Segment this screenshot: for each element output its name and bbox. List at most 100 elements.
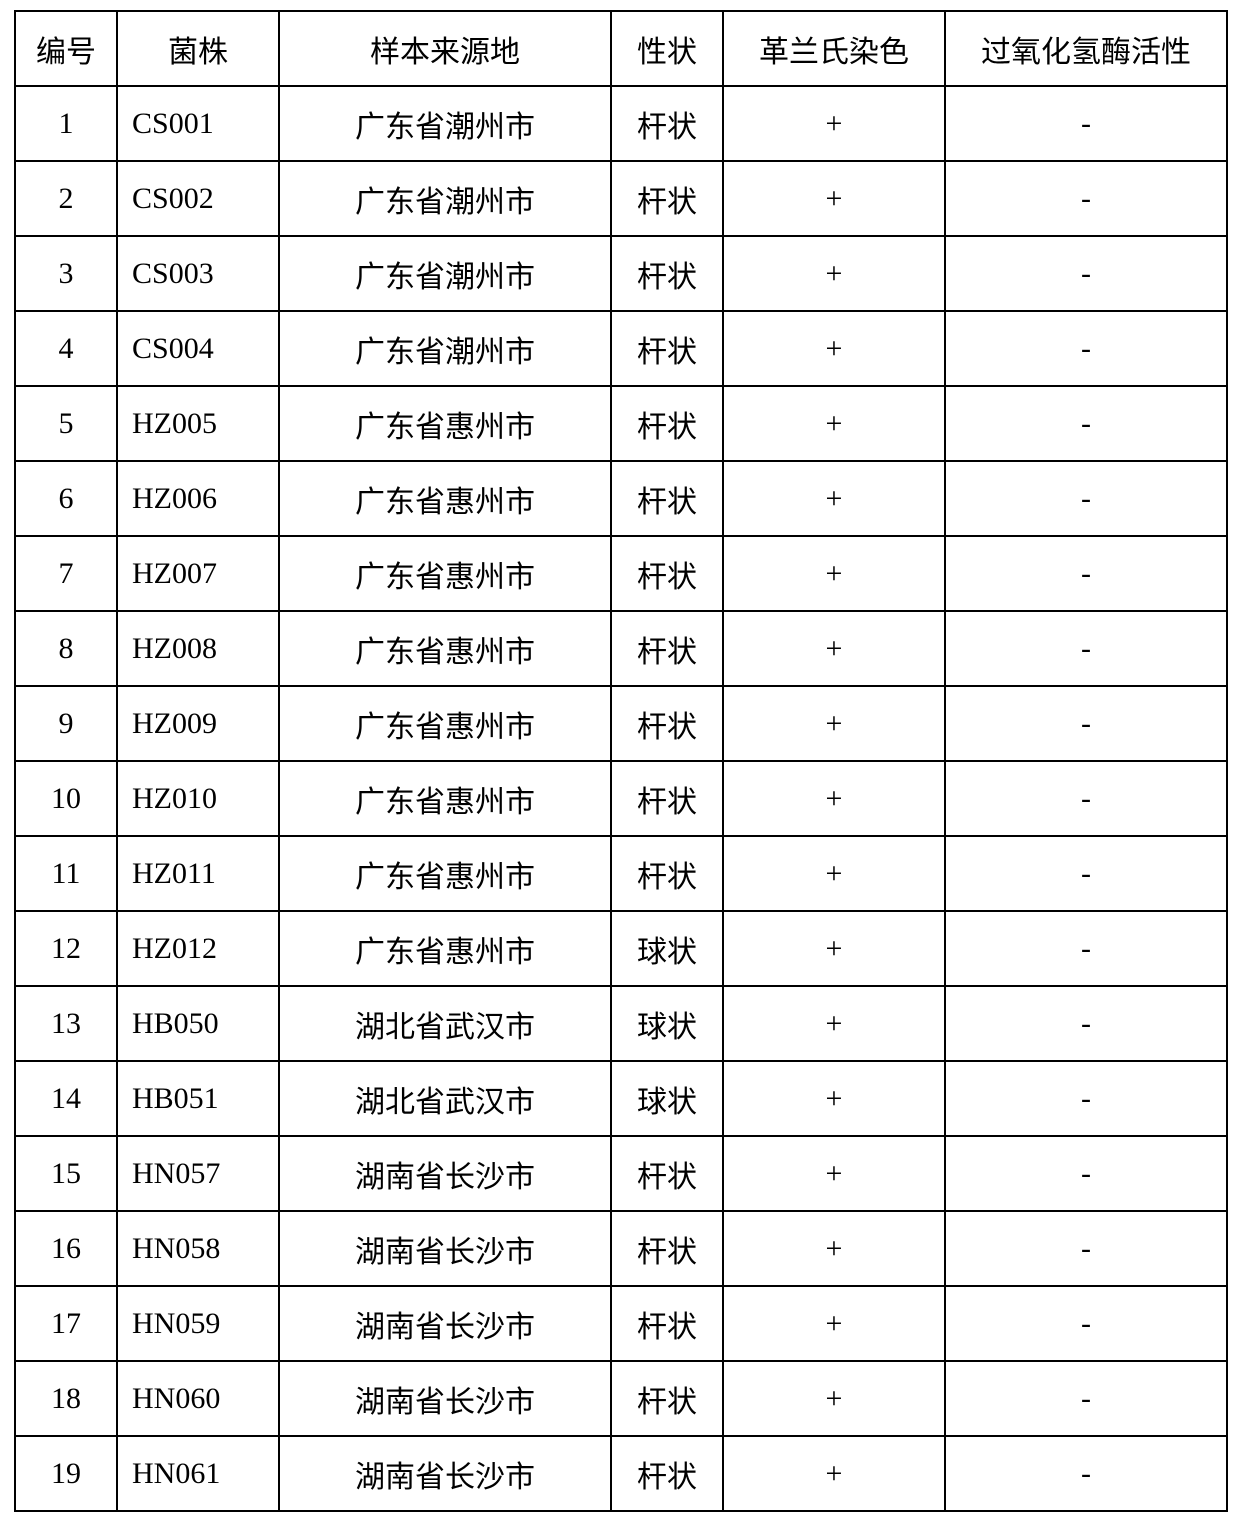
cell-shape: 球状 (611, 911, 723, 986)
cell-strain: HZ012 (117, 911, 279, 986)
cell-catalase: - (945, 836, 1227, 911)
table-row: 14HB051湖北省武汉市球状+- (15, 1061, 1227, 1136)
cell-number: 12 (15, 911, 117, 986)
cell-catalase: - (945, 536, 1227, 611)
cell-gram: + (723, 1436, 945, 1511)
cell-catalase: - (945, 461, 1227, 536)
cell-strain: HN061 (117, 1436, 279, 1511)
cell-origin: 湖南省长沙市 (279, 1361, 611, 1436)
cell-strain: CS004 (117, 311, 279, 386)
cell-strain: HN059 (117, 1286, 279, 1361)
cell-origin: 湖南省长沙市 (279, 1211, 611, 1286)
col-header-shape: 性状 (611, 11, 723, 86)
cell-strain: HZ006 (117, 461, 279, 536)
table-row: 11HZ011广东省惠州市杆状+- (15, 836, 1227, 911)
cell-strain: HZ010 (117, 761, 279, 836)
table-row: 8HZ008广东省惠州市杆状+- (15, 611, 1227, 686)
cell-origin: 湖南省长沙市 (279, 1136, 611, 1211)
cell-catalase: - (945, 1286, 1227, 1361)
cell-origin: 湖南省长沙市 (279, 1436, 611, 1511)
cell-origin: 广东省惠州市 (279, 686, 611, 761)
cell-catalase: - (945, 686, 1227, 761)
cell-gram: + (723, 86, 945, 161)
cell-catalase: - (945, 161, 1227, 236)
strain-table: 编号 菌株 样本来源地 性状 革兰氏染色 过氧化氢酶活性 1CS001广东省潮州… (14, 10, 1228, 1512)
table-row: 17HN059湖南省长沙市杆状+- (15, 1286, 1227, 1361)
cell-gram: + (723, 311, 945, 386)
cell-number: 16 (15, 1211, 117, 1286)
cell-shape: 杆状 (611, 86, 723, 161)
cell-gram: + (723, 611, 945, 686)
cell-catalase: - (945, 236, 1227, 311)
cell-strain: HZ011 (117, 836, 279, 911)
cell-gram: + (723, 1286, 945, 1361)
col-header-gram: 革兰氏染色 (723, 11, 945, 86)
cell-origin: 广东省惠州市 (279, 836, 611, 911)
cell-shape: 杆状 (611, 1136, 723, 1211)
cell-origin: 湖北省武汉市 (279, 1061, 611, 1136)
cell-shape: 杆状 (611, 1361, 723, 1436)
cell-shape: 球状 (611, 986, 723, 1061)
cell-number: 2 (15, 161, 117, 236)
cell-origin: 湖南省长沙市 (279, 1286, 611, 1361)
table-row: 12HZ012广东省惠州市球状+- (15, 911, 1227, 986)
cell-catalase: - (945, 1361, 1227, 1436)
cell-number: 3 (15, 236, 117, 311)
cell-catalase: - (945, 86, 1227, 161)
cell-shape: 杆状 (611, 536, 723, 611)
cell-strain: CS003 (117, 236, 279, 311)
cell-origin: 广东省惠州市 (279, 536, 611, 611)
cell-shape: 杆状 (611, 686, 723, 761)
cell-gram: + (723, 911, 945, 986)
cell-shape: 杆状 (611, 386, 723, 461)
cell-number: 4 (15, 311, 117, 386)
cell-strain: CS001 (117, 86, 279, 161)
cell-catalase: - (945, 986, 1227, 1061)
col-header-number: 编号 (15, 11, 117, 86)
cell-origin: 广东省惠州市 (279, 761, 611, 836)
cell-origin: 广东省惠州市 (279, 611, 611, 686)
cell-strain: HB050 (117, 986, 279, 1061)
cell-shape: 杆状 (611, 461, 723, 536)
cell-strain: HB051 (117, 1061, 279, 1136)
cell-number: 9 (15, 686, 117, 761)
cell-gram: + (723, 1061, 945, 1136)
cell-gram: + (723, 1211, 945, 1286)
cell-origin: 广东省潮州市 (279, 161, 611, 236)
cell-number: 18 (15, 1361, 117, 1436)
cell-catalase: - (945, 611, 1227, 686)
cell-shape: 杆状 (611, 161, 723, 236)
cell-gram: + (723, 761, 945, 836)
cell-origin: 广东省潮州市 (279, 236, 611, 311)
table-row: 16HN058湖南省长沙市杆状+- (15, 1211, 1227, 1286)
cell-strain: HZ005 (117, 386, 279, 461)
cell-shape: 杆状 (611, 836, 723, 911)
cell-catalase: - (945, 761, 1227, 836)
cell-shape: 杆状 (611, 236, 723, 311)
cell-origin: 广东省惠州市 (279, 461, 611, 536)
cell-number: 14 (15, 1061, 117, 1136)
cell-shape: 杆状 (611, 1286, 723, 1361)
cell-catalase: - (945, 1136, 1227, 1211)
cell-gram: + (723, 536, 945, 611)
col-header-origin: 样本来源地 (279, 11, 611, 86)
table-row: 5HZ005广东省惠州市杆状+- (15, 386, 1227, 461)
cell-number: 15 (15, 1136, 117, 1211)
table-row: 19HN061湖南省长沙市杆状+- (15, 1436, 1227, 1511)
table-body: 1CS001广东省潮州市杆状+-2CS002广东省潮州市杆状+-3CS003广东… (15, 86, 1227, 1511)
cell-gram: + (723, 386, 945, 461)
cell-shape: 杆状 (611, 1211, 723, 1286)
cell-strain: HN057 (117, 1136, 279, 1211)
cell-gram: + (723, 1136, 945, 1211)
cell-gram: + (723, 986, 945, 1061)
cell-number: 11 (15, 836, 117, 911)
cell-number: 1 (15, 86, 117, 161)
cell-strain: CS002 (117, 161, 279, 236)
cell-gram: + (723, 686, 945, 761)
cell-gram: + (723, 1361, 945, 1436)
cell-number: 13 (15, 986, 117, 1061)
cell-shape: 杆状 (611, 1436, 723, 1511)
cell-origin: 广东省惠州市 (279, 386, 611, 461)
table-row: 10HZ010广东省惠州市杆状+- (15, 761, 1227, 836)
table-row: 7HZ007广东省惠州市杆状+- (15, 536, 1227, 611)
